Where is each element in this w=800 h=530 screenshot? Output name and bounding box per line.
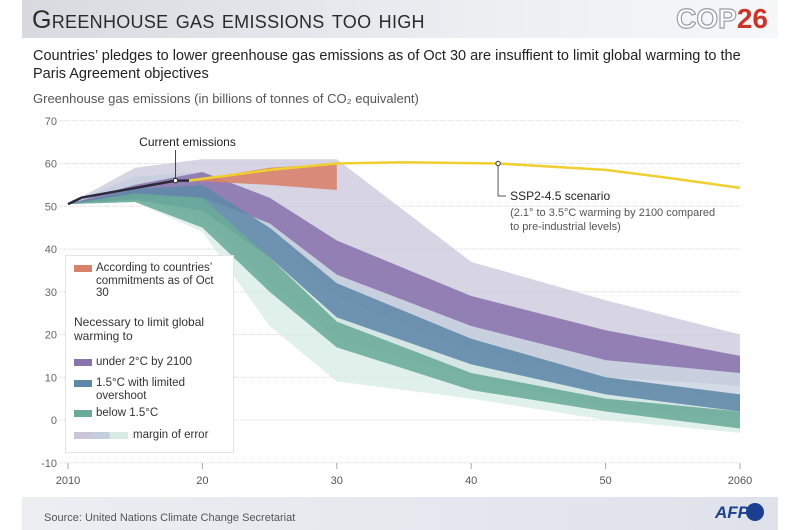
- source-note: Source: United Nations Climate Change Se…: [44, 512, 296, 524]
- cop26-logo: COP26: [676, 2, 768, 34]
- y-tick-label: 50: [45, 201, 57, 213]
- y-axis-label: Greenhouse gas emissions (in billions of…: [33, 91, 419, 106]
- header-bar: Greenhouse gas emissions too high COP26: [22, 0, 778, 38]
- footer-bar: Source: United Nations Climate Change Se…: [22, 497, 778, 530]
- afp-logo: AFP: [715, 503, 764, 523]
- x-tick-label: 40: [465, 475, 477, 487]
- x-tick-label: 2060: [728, 475, 752, 487]
- legend-under2: under 2°C by 2100: [96, 356, 193, 368]
- legend-heading: Necessary to limit global warming to: [74, 315, 205, 343]
- page-title: Greenhouse gas emissions too high: [32, 6, 425, 34]
- legend-swatch-overshoot: [74, 380, 92, 387]
- ssp-leader-line: [497, 163, 507, 197]
- y-tick-label: 40: [45, 244, 57, 256]
- band-below15: [68, 193, 740, 429]
- legend-commitments: According to countries’ commitments as o…: [96, 262, 214, 299]
- ssp-label: SSP2-4.5 scenario: [510, 189, 610, 203]
- current-emissions-line: [67, 179, 189, 206]
- x-tick-label: 30: [331, 475, 343, 487]
- band-under2: [68, 172, 740, 373]
- legend-overshoot: 1.5°C with limited overshoot: [96, 377, 185, 402]
- subtitle: Countries’ pledges to lower greenhouse g…: [33, 48, 741, 82]
- ssp-line: [188, 160, 741, 190]
- legend-swatch-below15: [74, 410, 92, 417]
- y-tick-label: 0: [51, 415, 57, 427]
- legend-swatch-margin: [74, 432, 128, 439]
- y-tick-label: -10: [41, 458, 57, 470]
- y-tick-label: 20: [45, 330, 57, 342]
- y-tick-label: 70: [45, 116, 57, 128]
- current-emissions-label: Current emissions: [139, 135, 236, 149]
- x-tick-label: 50: [599, 475, 611, 487]
- x-tick-label: 2010: [56, 475, 80, 487]
- legend: According to countries’ commitments as o…: [65, 255, 234, 453]
- y-tick-label: 30: [45, 287, 57, 299]
- band-overshoot: [68, 184, 740, 412]
- current-marker: [172, 177, 179, 184]
- x-tick-label: 20: [196, 475, 208, 487]
- legend-margin: margin of error: [133, 429, 209, 441]
- ssp-note-line: to pre-industrial levels): [510, 221, 621, 233]
- legend-swatch-commitments: [74, 265, 92, 272]
- ssp-marker: [495, 160, 501, 167]
- ssp-note-line: (2.1° to 3.5°C warming by 2100 compared: [510, 207, 715, 219]
- band-commitments: [188, 163, 337, 191]
- y-tick-label: 60: [45, 159, 57, 171]
- legend-swatch-under2: [74, 359, 92, 366]
- legend-below15: below 1.5°C: [96, 407, 159, 419]
- y-tick-label: 10: [45, 372, 57, 384]
